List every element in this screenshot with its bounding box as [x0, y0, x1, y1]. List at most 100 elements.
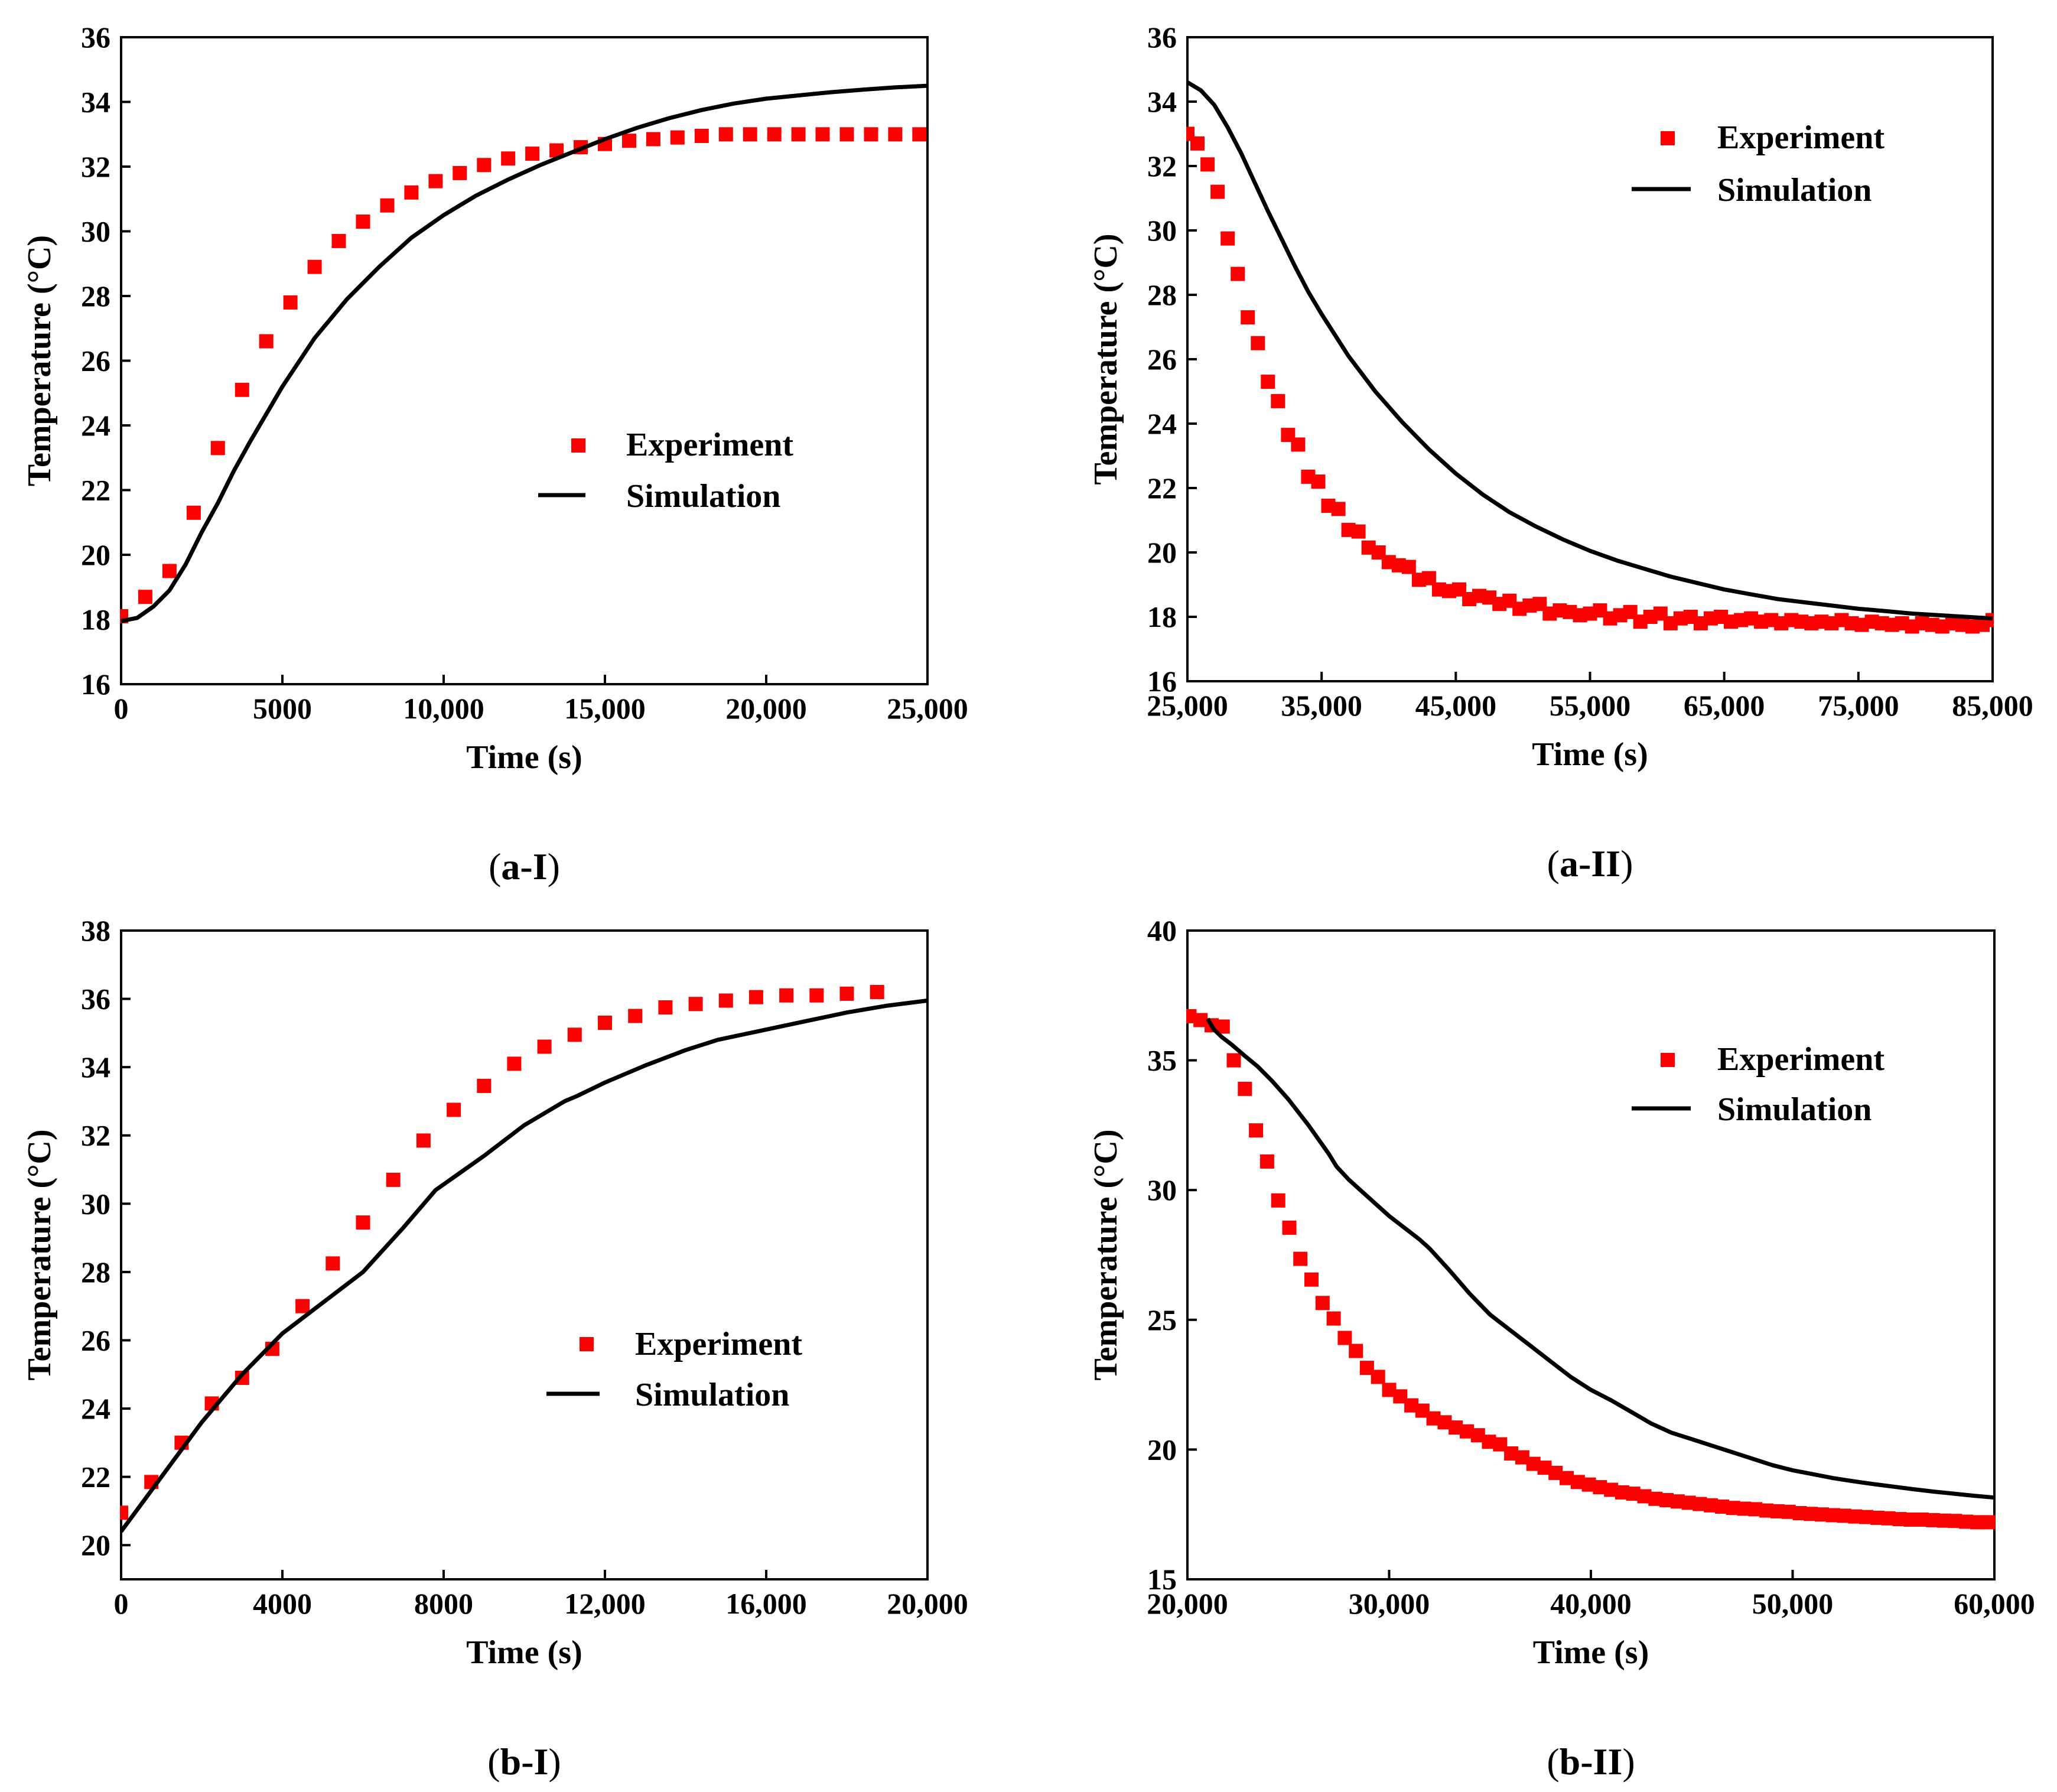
x-axis-title: Time (s)	[1532, 736, 1648, 773]
experiment-point	[259, 334, 274, 349]
experiment-point	[283, 295, 298, 310]
x-tick-label: 60,000	[1954, 1587, 2035, 1620]
legend-simulation-label: Simulation	[1717, 1091, 1872, 1128]
y-tick-label: 24	[81, 1392, 110, 1425]
experiment-point	[688, 997, 703, 1012]
legend-simulation-label: Simulation	[1717, 172, 1872, 209]
experiment-point	[507, 1056, 522, 1071]
experiment-point	[815, 127, 830, 142]
panel-label: (a-II)	[1547, 843, 1633, 884]
x-tick-label: 10,000	[403, 692, 484, 725]
x-tick-label: 20,000	[887, 1587, 968, 1620]
experiment-point	[120, 1505, 128, 1520]
experiment-point	[356, 214, 370, 229]
y-tick-label: 20	[81, 538, 110, 571]
x-tick-label: 0	[114, 1587, 129, 1620]
x-tick-label: 50,000	[1752, 1587, 1834, 1620]
y-tick-label: 18	[1147, 600, 1177, 633]
experiment-point	[404, 185, 419, 200]
experiment-point	[870, 985, 884, 999]
panel-label-open: (	[1547, 843, 1560, 884]
panel-label-close: )	[1622, 1741, 1635, 1783]
panel-b-II: 20,000 30,000 40,000 50,000 60,000 15 20 25 30 35…	[1088, 914, 2035, 1783]
experiment-point	[622, 134, 636, 148]
experiment-point	[864, 127, 878, 142]
panel-label-close: )	[548, 1741, 561, 1783]
panel-a-II: 25,000 35,000 45,000 55,000 65,000 75,000 85,0…	[1088, 21, 2033, 884]
legend-simulation-label: Simulation	[626, 478, 780, 515]
legend-experiment-marker	[1661, 1053, 1675, 1067]
y-tick-label: 34	[81, 86, 110, 119]
legend: Experiment Simulation	[1632, 1041, 1885, 1128]
y-tick-label: 34	[81, 1051, 110, 1084]
experiment-point	[1337, 1331, 1352, 1345]
y-tick-label: 24	[81, 409, 110, 442]
experiment-point	[453, 165, 467, 180]
y-tick-label: 36	[81, 983, 110, 1016]
x-tick-label: 25,000	[1147, 689, 1228, 722]
x-tick-label: 25,000	[887, 692, 968, 725]
x-tick-label: 20,000	[725, 692, 807, 725]
experiment-point	[162, 564, 177, 578]
plot-frame	[120, 36, 929, 685]
experiment-point	[694, 129, 709, 143]
experiment-point	[186, 505, 201, 520]
experiment-point	[307, 259, 322, 274]
panel-label-open: (	[489, 845, 501, 887]
y-tick-label: 36	[1147, 21, 1177, 54]
y-tick-label: 34	[1147, 85, 1177, 118]
x-tick-label: 5000	[253, 692, 312, 725]
x-tick-label: 0	[114, 692, 129, 725]
y-tick-label: 22	[81, 474, 110, 507]
y-axis-title: Temperature (°C)	[1088, 233, 1124, 484]
x-axis-title: Time (s)	[1533, 1634, 1649, 1671]
experiment-point	[718, 127, 733, 142]
y-tick-label: 32	[81, 150, 110, 183]
panel-label: (b-II)	[1547, 1741, 1635, 1783]
experiment-point	[658, 1000, 673, 1014]
simulation-line	[1186, 80, 1993, 621]
experiment-point	[295, 1299, 310, 1313]
experiment-point	[1259, 1154, 1274, 1169]
y-tick-label: 20	[1147, 536, 1177, 569]
experiment-point	[767, 127, 782, 142]
y-tick-label: 28	[1147, 278, 1177, 311]
legend-experiment-label: Experiment	[635, 1326, 802, 1362]
y-tick-label: 36	[81, 21, 110, 54]
y-tick-label: 30	[81, 215, 110, 248]
y-tick-label: 26	[1147, 343, 1177, 376]
x-tick-label: 65,000	[1684, 689, 1765, 722]
panel-label: (b-I)	[487, 1741, 561, 1783]
plot-frame	[120, 929, 929, 1580]
experiment-point	[1271, 1193, 1285, 1208]
experiment-point	[477, 1078, 492, 1093]
experiment-point	[1293, 1251, 1308, 1266]
experiment-point	[1251, 336, 1265, 350]
experiment-point	[1241, 310, 1255, 325]
experiment-point	[779, 988, 794, 1003]
experiment-point	[743, 127, 757, 142]
experiment-point	[1371, 1370, 1385, 1384]
experiment-point	[386, 1172, 401, 1187]
y-tick-label: 20	[81, 1528, 110, 1562]
panel-label-main: a-II	[1560, 843, 1620, 884]
experiment-point	[839, 127, 854, 142]
legend-experiment-label: Experiment	[1717, 119, 1885, 156]
x-tick-label: 8000	[414, 1587, 473, 1620]
y-axis-title: Temperature (°C)	[1088, 1129, 1124, 1380]
plot-area	[1186, 1009, 1996, 1530]
y-tick-label: 25	[1147, 1303, 1177, 1336]
experiment-point	[326, 1256, 340, 1271]
experiment-point	[1291, 437, 1306, 452]
y-tick-label: 22	[1147, 471, 1177, 505]
simulation-line	[1206, 1017, 1995, 1500]
experiment-point	[1220, 231, 1235, 246]
simulation-line	[120, 999, 928, 1533]
y-tick-label: 35	[1147, 1044, 1177, 1077]
y-tick-label: 22	[81, 1461, 110, 1494]
x-tick-label: 4000	[253, 1587, 312, 1620]
panel-a-I: 0 5000 10,000 15,000 20,000 25,000 16 18 20 22 24 2…	[21, 21, 968, 887]
experiment-point	[1315, 1296, 1330, 1310]
y-tick-label: 20	[1147, 1433, 1177, 1466]
experiment-point	[1200, 157, 1215, 172]
